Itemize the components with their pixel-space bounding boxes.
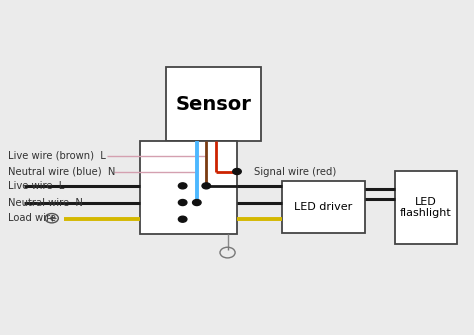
Circle shape bbox=[178, 183, 187, 189]
Text: Load wire: Load wire bbox=[8, 213, 56, 223]
Text: Sensor: Sensor bbox=[175, 94, 251, 114]
Circle shape bbox=[233, 169, 241, 175]
FancyBboxPatch shape bbox=[166, 67, 261, 141]
Circle shape bbox=[202, 183, 210, 189]
Text: Neutral wire  N: Neutral wire N bbox=[8, 198, 82, 207]
Text: LED
flashlight: LED flashlight bbox=[400, 197, 452, 218]
Text: LED driver: LED driver bbox=[294, 202, 352, 212]
FancyBboxPatch shape bbox=[140, 141, 237, 234]
Circle shape bbox=[178, 200, 187, 206]
Text: Neutral wire (blue)  N: Neutral wire (blue) N bbox=[8, 166, 115, 177]
Text: Signal wire (red): Signal wire (red) bbox=[254, 166, 336, 177]
Circle shape bbox=[192, 200, 201, 206]
FancyBboxPatch shape bbox=[395, 171, 457, 244]
Text: Live wire (brown)  L: Live wire (brown) L bbox=[8, 151, 106, 161]
FancyBboxPatch shape bbox=[282, 181, 365, 232]
Text: Live wire  L: Live wire L bbox=[8, 181, 64, 191]
Circle shape bbox=[178, 216, 187, 222]
